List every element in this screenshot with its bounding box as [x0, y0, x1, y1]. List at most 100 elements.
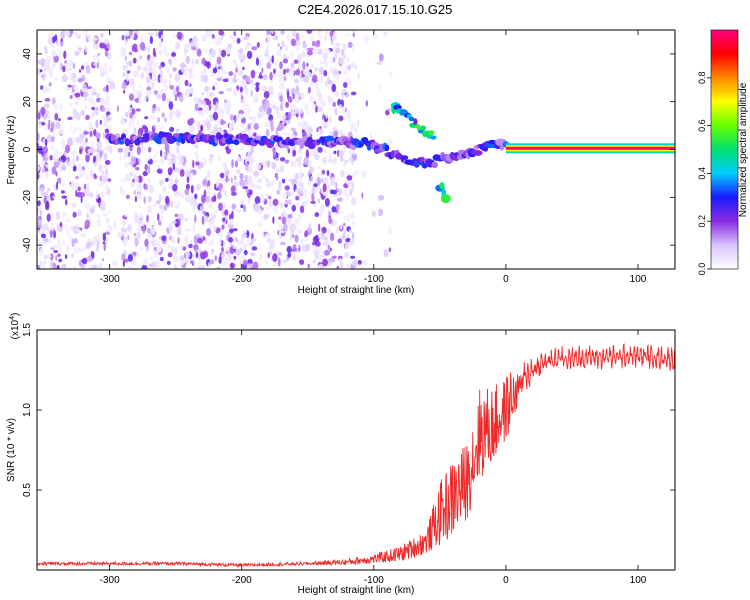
noise-cell — [197, 166, 202, 170]
noise-cell — [322, 192, 326, 196]
noise-cell — [190, 40, 195, 48]
noise-cell — [105, 186, 110, 191]
noise-cell — [44, 103, 50, 109]
noise-cell — [235, 248, 241, 256]
noise-cell — [229, 34, 234, 39]
noise-cell — [117, 147, 123, 153]
noise-cell — [142, 258, 148, 266]
noise-cell — [54, 113, 58, 121]
noise-cell — [261, 85, 268, 93]
noise-cell — [171, 245, 175, 255]
noise-cell — [131, 108, 136, 115]
noise-cell — [75, 182, 81, 187]
noise-cell — [178, 155, 184, 165]
noise-cell — [192, 221, 196, 229]
noise-cell — [130, 156, 137, 165]
noise-cell — [96, 218, 102, 228]
noise-cell — [61, 74, 68, 83]
noise-cell — [273, 72, 278, 78]
noise-cell — [59, 102, 63, 111]
noise-cell — [167, 173, 174, 181]
noise-cell — [237, 156, 241, 161]
noise-cell — [280, 30, 285, 35]
noise-cell — [295, 32, 300, 42]
noise-cell — [37, 211, 41, 216]
noise-cell — [98, 191, 105, 199]
noise-cell — [242, 66, 245, 71]
noise-cell — [167, 252, 173, 258]
noise-cell — [57, 253, 61, 257]
noise-cell — [63, 50, 67, 59]
x-tick-label: -100 — [364, 274, 384, 285]
noise-cell — [351, 30, 357, 33]
noise-cell — [149, 234, 153, 239]
noise-cell — [120, 177, 126, 183]
noise-cell — [337, 188, 343, 197]
spectrogram-x-axis: -300 -200 -100 0 100 — [100, 30, 647, 285]
noise-cell — [307, 263, 310, 269]
main-ridge-cell — [173, 133, 181, 138]
noise-cell — [242, 54, 246, 61]
noise-cell — [185, 228, 192, 232]
noise-cell — [42, 72, 46, 81]
noise-cell — [297, 229, 303, 235]
noise-cell — [226, 87, 233, 92]
noise-cell — [133, 190, 137, 195]
noise-cell — [321, 169, 326, 175]
noise-cell — [321, 177, 324, 183]
noise-cell — [120, 47, 126, 54]
noise-cell — [325, 112, 328, 119]
noise-cell — [369, 133, 372, 141]
noise-cell — [346, 159, 348, 164]
noise-cell — [142, 170, 148, 177]
noise-cell — [278, 70, 284, 79]
noise-cell — [135, 252, 141, 258]
noise-cell — [49, 230, 53, 238]
noise-cell — [331, 83, 337, 93]
noise-cell — [266, 30, 271, 36]
noise-cell — [105, 69, 109, 76]
noise-cell — [387, 138, 393, 146]
noise-cell — [320, 187, 324, 194]
noise-cell — [125, 39, 128, 48]
noise-cell — [129, 42, 132, 51]
noise-cell — [283, 76, 287, 81]
noise-cell — [251, 46, 258, 51]
noise-cell — [352, 44, 355, 53]
noise-cell — [232, 35, 237, 43]
noise-cell — [346, 263, 350, 268]
noise-cell — [345, 77, 351, 84]
noise-cell — [159, 75, 166, 83]
noise-cell — [322, 52, 329, 60]
noise-cell — [299, 259, 305, 265]
noise-cell — [341, 88, 348, 92]
noise-cell — [50, 222, 54, 231]
noise-cell — [254, 204, 260, 213]
noise-cell — [314, 82, 320, 89]
noise-cell — [197, 248, 202, 254]
noise-cell — [172, 162, 175, 170]
noise-cell — [168, 159, 172, 166]
noise-cell — [346, 32, 350, 37]
snr-y-label: SNR (10 * v/v) — [6, 418, 17, 482]
x-tick-label: -300 — [100, 575, 120, 586]
noise-cell — [196, 209, 202, 213]
noise-cell — [353, 259, 358, 268]
noise-cell — [185, 250, 191, 259]
noise-cell — [128, 121, 132, 129]
noise-cell — [287, 96, 293, 103]
noise-cell — [47, 187, 51, 192]
noise-cell — [292, 30, 297, 35]
noise-cell — [216, 56, 222, 65]
noise-cell — [141, 264, 148, 269]
noise-cell — [286, 132, 292, 138]
noise-cell — [64, 254, 68, 259]
noise-cell — [61, 263, 67, 269]
noise-cell — [193, 97, 199, 104]
noise-cell — [243, 249, 248, 256]
noise-cell — [231, 210, 234, 220]
noise-cell — [209, 92, 213, 98]
noise-cell — [317, 48, 323, 55]
noise-cell — [105, 216, 111, 225]
noise-cell — [327, 80, 333, 85]
